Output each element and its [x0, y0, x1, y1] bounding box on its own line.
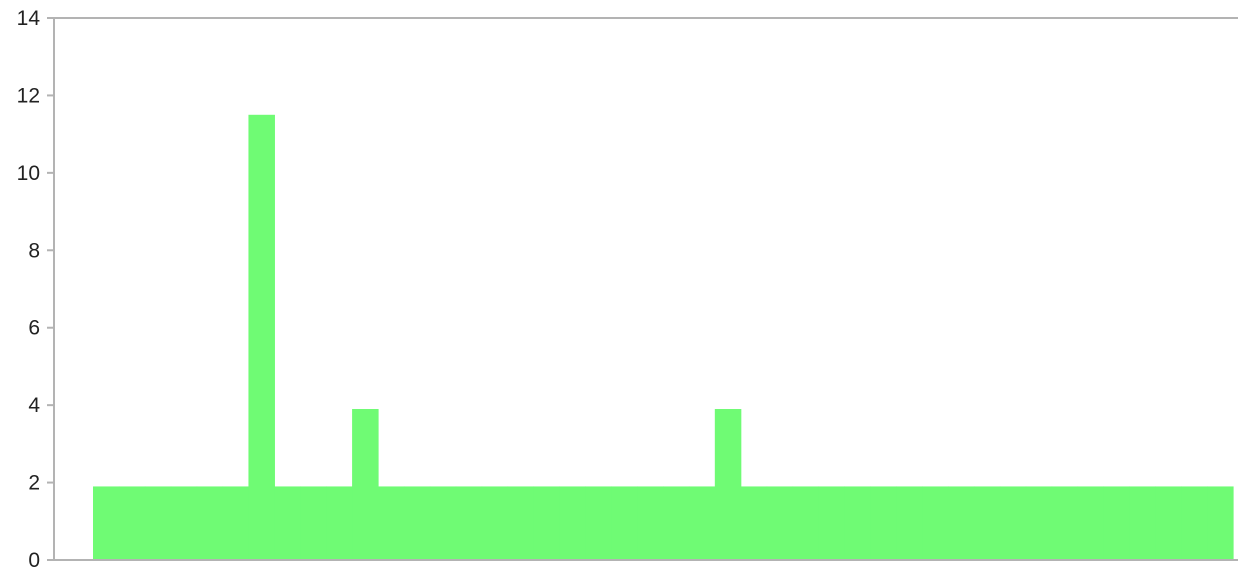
y-tick-label: 10	[17, 162, 40, 185]
bar	[196, 486, 224, 560]
bar	[1129, 486, 1156, 560]
bar	[973, 486, 1001, 560]
bar	[170, 486, 198, 560]
bar	[144, 486, 172, 560]
bar	[455, 486, 483, 560]
bar	[844, 486, 871, 560]
bar	[792, 486, 820, 560]
y-tick-label: 6	[28, 317, 40, 340]
bar	[870, 486, 897, 560]
bar	[118, 486, 146, 560]
bar	[999, 486, 1027, 560]
bar	[1155, 486, 1182, 560]
y-tick-label: 4	[28, 394, 40, 417]
bar	[1025, 486, 1053, 560]
bar	[922, 486, 949, 560]
bar	[378, 486, 405, 560]
bar	[507, 486, 535, 560]
bar	[326, 486, 353, 560]
bar	[481, 486, 509, 560]
bar	[1103, 486, 1130, 560]
bar	[300, 486, 327, 560]
bar	[714, 409, 742, 560]
bar	[663, 486, 690, 560]
bar	[352, 409, 379, 560]
y-tick-label: 14	[17, 7, 41, 30]
bar	[818, 486, 845, 560]
bar	[222, 486, 250, 560]
bar	[1181, 486, 1208, 560]
bar	[1207, 486, 1234, 560]
bar	[429, 486, 457, 560]
bar	[533, 486, 560, 560]
y-tick-label: 2	[28, 472, 40, 495]
bar	[688, 486, 716, 560]
bars-layer	[93, 114, 1234, 560]
bar	[766, 486, 794, 560]
bar	[1077, 486, 1105, 560]
bar	[740, 486, 768, 560]
bar	[637, 486, 664, 560]
y-tick-label: 12	[17, 84, 40, 107]
y-ticks-layer: 0 2 4 6 8 10 12 14	[17, 7, 54, 568]
bar	[559, 486, 586, 560]
y-tick-label: 0	[28, 549, 40, 568]
bar	[611, 486, 638, 560]
bar	[948, 486, 975, 560]
bar	[248, 114, 275, 560]
bar	[896, 486, 923, 560]
bar	[1051, 486, 1079, 560]
bar	[93, 486, 120, 560]
axis-layer	[53, 17, 1238, 561]
bar	[585, 486, 612, 560]
bar	[403, 486, 431, 560]
y-tick-label: 8	[28, 239, 40, 262]
bar	[274, 486, 301, 560]
